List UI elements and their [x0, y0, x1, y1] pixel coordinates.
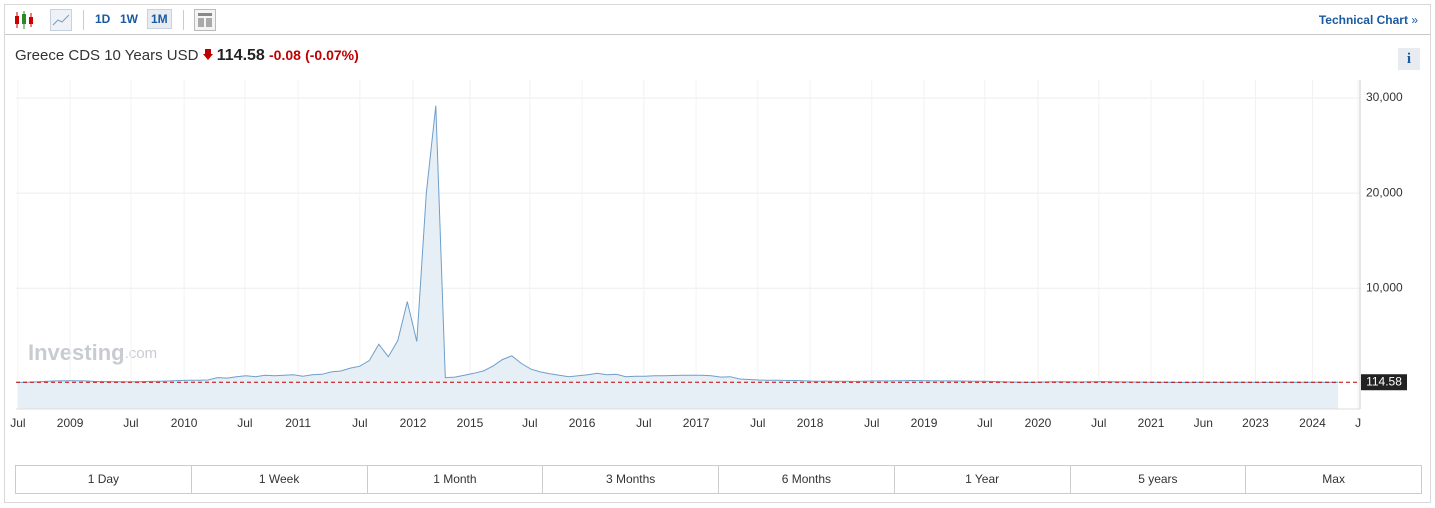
x-tick-label: 2020: [1025, 416, 1052, 430]
x-tick-label: 2019: [911, 416, 938, 430]
candle-icon[interactable]: [13, 9, 39, 31]
area-icon[interactable]: [50, 9, 72, 31]
range-button[interactable]: 1 Day: [87, 472, 120, 486]
range-button[interactable]: 5 years: [1069, 466, 1246, 493]
x-tick-label: 2018: [797, 416, 824, 430]
range-button[interactable]: 6 Months: [718, 466, 894, 493]
x-tick-label: Jul: [636, 416, 651, 430]
x-tick-label: 2021: [1138, 416, 1165, 430]
period-button[interactable]: 1M: [147, 9, 172, 29]
watermark-brand: Investing: [28, 340, 125, 365]
info-button[interactable]: i: [1398, 48, 1420, 70]
price: 114.58: [216, 47, 265, 64]
x-tick-label: Jul: [864, 416, 879, 430]
grid: [16, 80, 1360, 409]
x-tick-label: Jul: [522, 416, 537, 430]
change-percent: (-0.07%): [305, 47, 359, 63]
range-button[interactable]: 1 Week: [190, 466, 367, 493]
x-tick-label: J: [1355, 416, 1361, 430]
widget: 1D 1W 1M Technical Chart » Greece CDS 10…: [4, 4, 1431, 503]
x-tick-label: Jul: [10, 416, 25, 430]
period-button[interactable]: 1W: [120, 12, 138, 26]
x-tick-label: 2015: [457, 416, 484, 430]
x-tick-label: Jul: [352, 416, 367, 430]
x-tick-label: 2023: [1242, 416, 1269, 430]
x-tick-label: 2017: [683, 416, 710, 430]
change: -0.08: [269, 47, 301, 63]
period-button[interactable]: 1D: [95, 12, 111, 26]
x-tick-label: 2009: [57, 416, 84, 430]
range-button[interactable]: Max: [1245, 466, 1421, 493]
link-text[interactable]: Technical Chart: [1318, 13, 1408, 27]
link-arrow[interactable]: »: [1411, 13, 1418, 27]
current-value-label: 114.58: [1366, 374, 1402, 388]
x-tick-label: 2010: [171, 416, 198, 430]
line: [17, 105, 1339, 383]
toolbar: 1D 1W 1M Technical Chart »: [5, 5, 1430, 35]
x-tick-label: Jul: [237, 416, 252, 430]
range-button[interactable]: 3 Months: [542, 466, 718, 493]
layout-icon[interactable]: [194, 9, 216, 31]
technical-chart-link[interactable]: Technical Chart »: [1319, 13, 1418, 27]
range-button[interactable]: 1 Year: [893, 466, 1070, 493]
x-tick-label: Jul: [750, 416, 765, 430]
down-arrow-icon: [202, 49, 213, 60]
chart: Investing.com 10,000 20,000 30,000 Jul 2009 J…: [10, 80, 1407, 430]
y-tick-label: 10,000: [1366, 280, 1403, 294]
x-tick-label: 2012: [400, 416, 427, 430]
watermark-suffix: .com: [125, 345, 158, 362]
x-tick-label: 2024: [1299, 416, 1326, 430]
x-tick-label: Jul: [123, 416, 138, 430]
range-bar: 1 Day 1 Week 1 Month 3 Months 6 Months 1 Year…: [15, 465, 1422, 494]
x-tick-label: Jun: [1194, 416, 1213, 430]
x-tick-label: 2011: [285, 416, 311, 430]
current-value-box: [1361, 374, 1407, 391]
separator: [183, 10, 184, 30]
y-tick-label: 20,000: [1366, 185, 1403, 199]
area-fill: [17, 105, 1339, 409]
x-tick-label: Jul: [1091, 416, 1106, 430]
y-tick-label: 30,000: [1366, 90, 1403, 104]
header: Greece CDS 10 Years USD 114.58 -0.08 (-0…: [15, 47, 359, 65]
separator: [83, 10, 84, 30]
x-tick-label: 2016: [569, 416, 596, 430]
x-tick-label: Jul: [977, 416, 992, 430]
instrument-title: Greece CDS 10 Years USD: [15, 47, 199, 64]
range-button[interactable]: 1 Month: [366, 466, 543, 493]
watermark: Investing.com: [28, 340, 157, 365]
